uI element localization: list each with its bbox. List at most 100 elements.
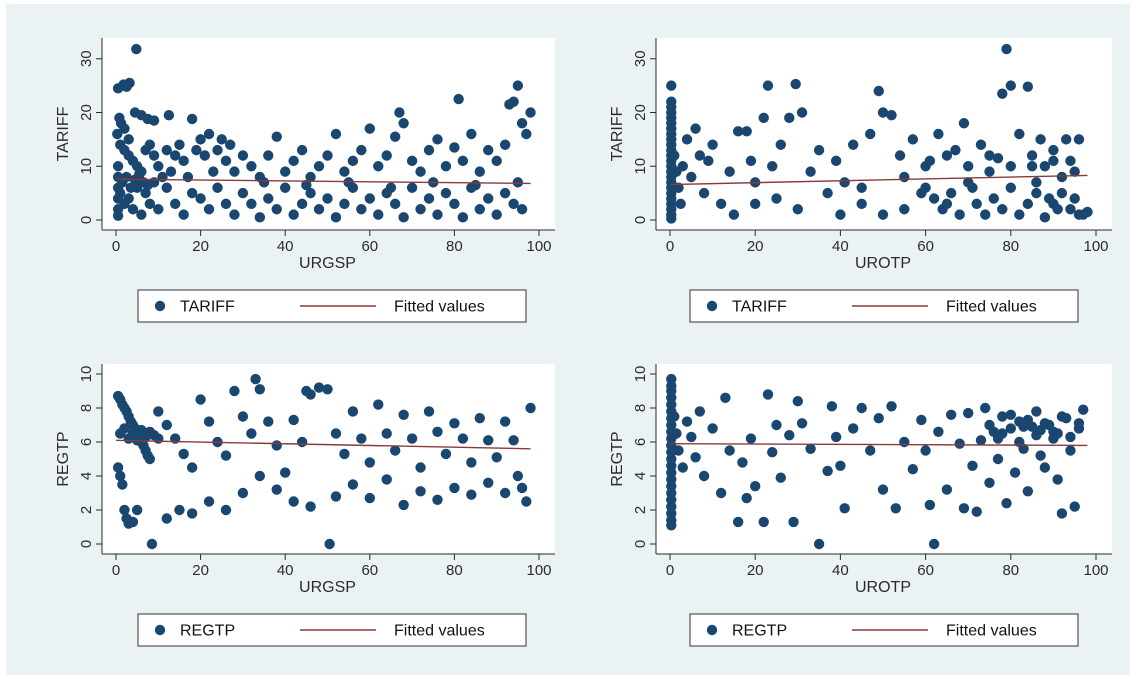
data-point bbox=[1026, 161, 1038, 172]
data-point bbox=[112, 193, 124, 204]
data-point bbox=[246, 198, 257, 210]
data-point bbox=[805, 166, 816, 177]
y-axis-title: REGTP bbox=[55, 431, 72, 486]
data-point bbox=[784, 430, 795, 441]
data-point bbox=[170, 198, 181, 210]
data-point bbox=[119, 123, 130, 134]
data-point bbox=[339, 166, 350, 177]
data-point bbox=[741, 126, 752, 137]
data-point bbox=[212, 182, 223, 193]
x-tick-label: 100 bbox=[526, 238, 551, 255]
data-point bbox=[1035, 134, 1046, 145]
data-point bbox=[466, 128, 477, 140]
data-point bbox=[112, 204, 124, 215]
data-point bbox=[916, 414, 927, 426]
data-point bbox=[788, 516, 799, 528]
y-tick-label: 6 bbox=[78, 438, 95, 446]
data-point bbox=[954, 438, 965, 449]
data-point bbox=[1031, 177, 1042, 188]
data-point bbox=[1056, 187, 1068, 199]
data-point bbox=[174, 504, 185, 516]
data-point bbox=[1065, 155, 1076, 167]
data-point bbox=[750, 481, 761, 492]
y-tick-label: 0 bbox=[632, 540, 649, 548]
data-point bbox=[322, 193, 333, 204]
data-point bbox=[826, 401, 838, 412]
data-point bbox=[941, 150, 953, 161]
data-point bbox=[356, 144, 367, 156]
data-point bbox=[119, 504, 130, 516]
data-point bbox=[415, 166, 426, 177]
data-point bbox=[195, 193, 206, 204]
data-point bbox=[246, 428, 257, 439]
data-point bbox=[673, 182, 684, 193]
data-point bbox=[525, 107, 536, 118]
data-point bbox=[1069, 166, 1080, 177]
data-point bbox=[148, 150, 160, 161]
data-point bbox=[1078, 404, 1089, 415]
data-point bbox=[677, 161, 688, 172]
x-tick-label: 60 bbox=[917, 238, 934, 255]
data-point bbox=[675, 198, 686, 210]
data-point bbox=[423, 193, 435, 204]
data-point bbox=[666, 213, 677, 224]
fitted-line bbox=[669, 174, 1088, 186]
data-point bbox=[813, 538, 825, 550]
data-point bbox=[512, 177, 524, 188]
panel-4: 0 20 40 60 80 100 0 2 4 6 8 10 UROTP REGTP REGTP Fitted… bbox=[609, 364, 1112, 647]
data-point bbox=[525, 402, 536, 414]
data-point bbox=[839, 177, 850, 188]
legend-marker bbox=[706, 624, 718, 636]
data-point bbox=[950, 144, 961, 156]
data-point bbox=[728, 209, 740, 220]
data-point bbox=[1026, 150, 1038, 161]
data-point bbox=[1065, 431, 1076, 443]
data-point bbox=[186, 462, 198, 473]
data-point bbox=[1056, 411, 1068, 422]
data-point bbox=[330, 212, 342, 223]
data-point bbox=[499, 187, 511, 199]
scatter-points bbox=[112, 43, 536, 223]
data-point bbox=[296, 436, 308, 448]
data-point bbox=[258, 177, 270, 188]
data-point bbox=[771, 419, 782, 431]
data-point bbox=[263, 416, 274, 427]
data-point bbox=[724, 445, 735, 456]
data-point bbox=[330, 428, 342, 439]
data-point bbox=[980, 402, 991, 414]
legend-label-fitted: Fitted values bbox=[946, 299, 1037, 316]
data-point bbox=[263, 150, 274, 161]
panel-1: 0 20 40 60 80 100 0 10 20 30 URGSP TARIFF TARIFF Fitt… bbox=[55, 38, 555, 323]
data-point bbox=[229, 166, 240, 177]
data-point bbox=[1073, 418, 1085, 429]
x-tick-label: 100 bbox=[526, 562, 551, 579]
data-point bbox=[466, 457, 477, 468]
data-point bbox=[1005, 182, 1016, 193]
data-point bbox=[924, 499, 936, 511]
data-point bbox=[958, 503, 970, 514]
data-point bbox=[339, 448, 350, 460]
x-tick-label: 40 bbox=[277, 562, 294, 579]
data-point bbox=[144, 198, 156, 210]
data-point bbox=[170, 150, 181, 161]
data-point bbox=[767, 161, 778, 172]
data-point bbox=[449, 198, 460, 210]
data-point bbox=[920, 161, 931, 172]
data-point bbox=[516, 482, 528, 494]
data-point bbox=[1035, 424, 1046, 436]
data-point bbox=[136, 209, 147, 220]
data-point bbox=[237, 150, 249, 161]
x-tick-label: 0 bbox=[112, 238, 120, 255]
data-point bbox=[406, 433, 418, 444]
data-point bbox=[830, 155, 842, 167]
data-point bbox=[1039, 212, 1051, 223]
data-point bbox=[225, 139, 236, 150]
data-point bbox=[521, 128, 532, 140]
data-point bbox=[865, 445, 876, 456]
data-point bbox=[886, 109, 897, 121]
data-point bbox=[415, 486, 426, 497]
plot-area bbox=[102, 364, 555, 554]
data-point bbox=[117, 479, 128, 490]
data-point bbox=[971, 198, 982, 210]
